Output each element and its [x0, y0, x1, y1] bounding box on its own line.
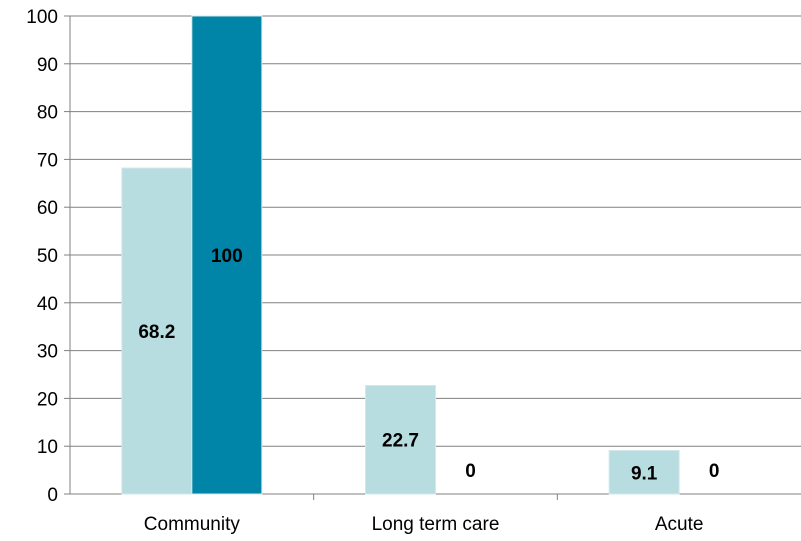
data-label: 9.1	[631, 463, 658, 484]
data-label: 68.2	[138, 322, 175, 343]
bar	[191, 15, 263, 495]
y-tick-label: 80	[37, 103, 58, 124]
y-tick-label: 20	[37, 389, 58, 410]
bar	[608, 450, 680, 495]
y-tick-label: 0	[47, 485, 58, 506]
y-tick-label: 40	[37, 294, 58, 315]
category-label: Community	[144, 514, 241, 535]
y-tick-label: 30	[37, 342, 58, 363]
bar	[365, 384, 436, 495]
y-tick-label: 90	[37, 55, 58, 76]
category-label: Long term care	[372, 514, 500, 535]
y-tick-label: 60	[37, 198, 58, 219]
data-label: 22.7	[382, 431, 419, 452]
data-label: 100	[211, 246, 243, 267]
bar	[121, 167, 193, 495]
data-label: 0	[465, 461, 476, 482]
y-tick-label: 50	[37, 246, 58, 267]
category-label: Acute	[655, 514, 704, 535]
y-tick-label: 100	[26, 7, 58, 28]
y-tick-label: 10	[37, 437, 58, 458]
y-tick-label: 70	[37, 150, 58, 171]
data-label: 0	[709, 461, 720, 482]
